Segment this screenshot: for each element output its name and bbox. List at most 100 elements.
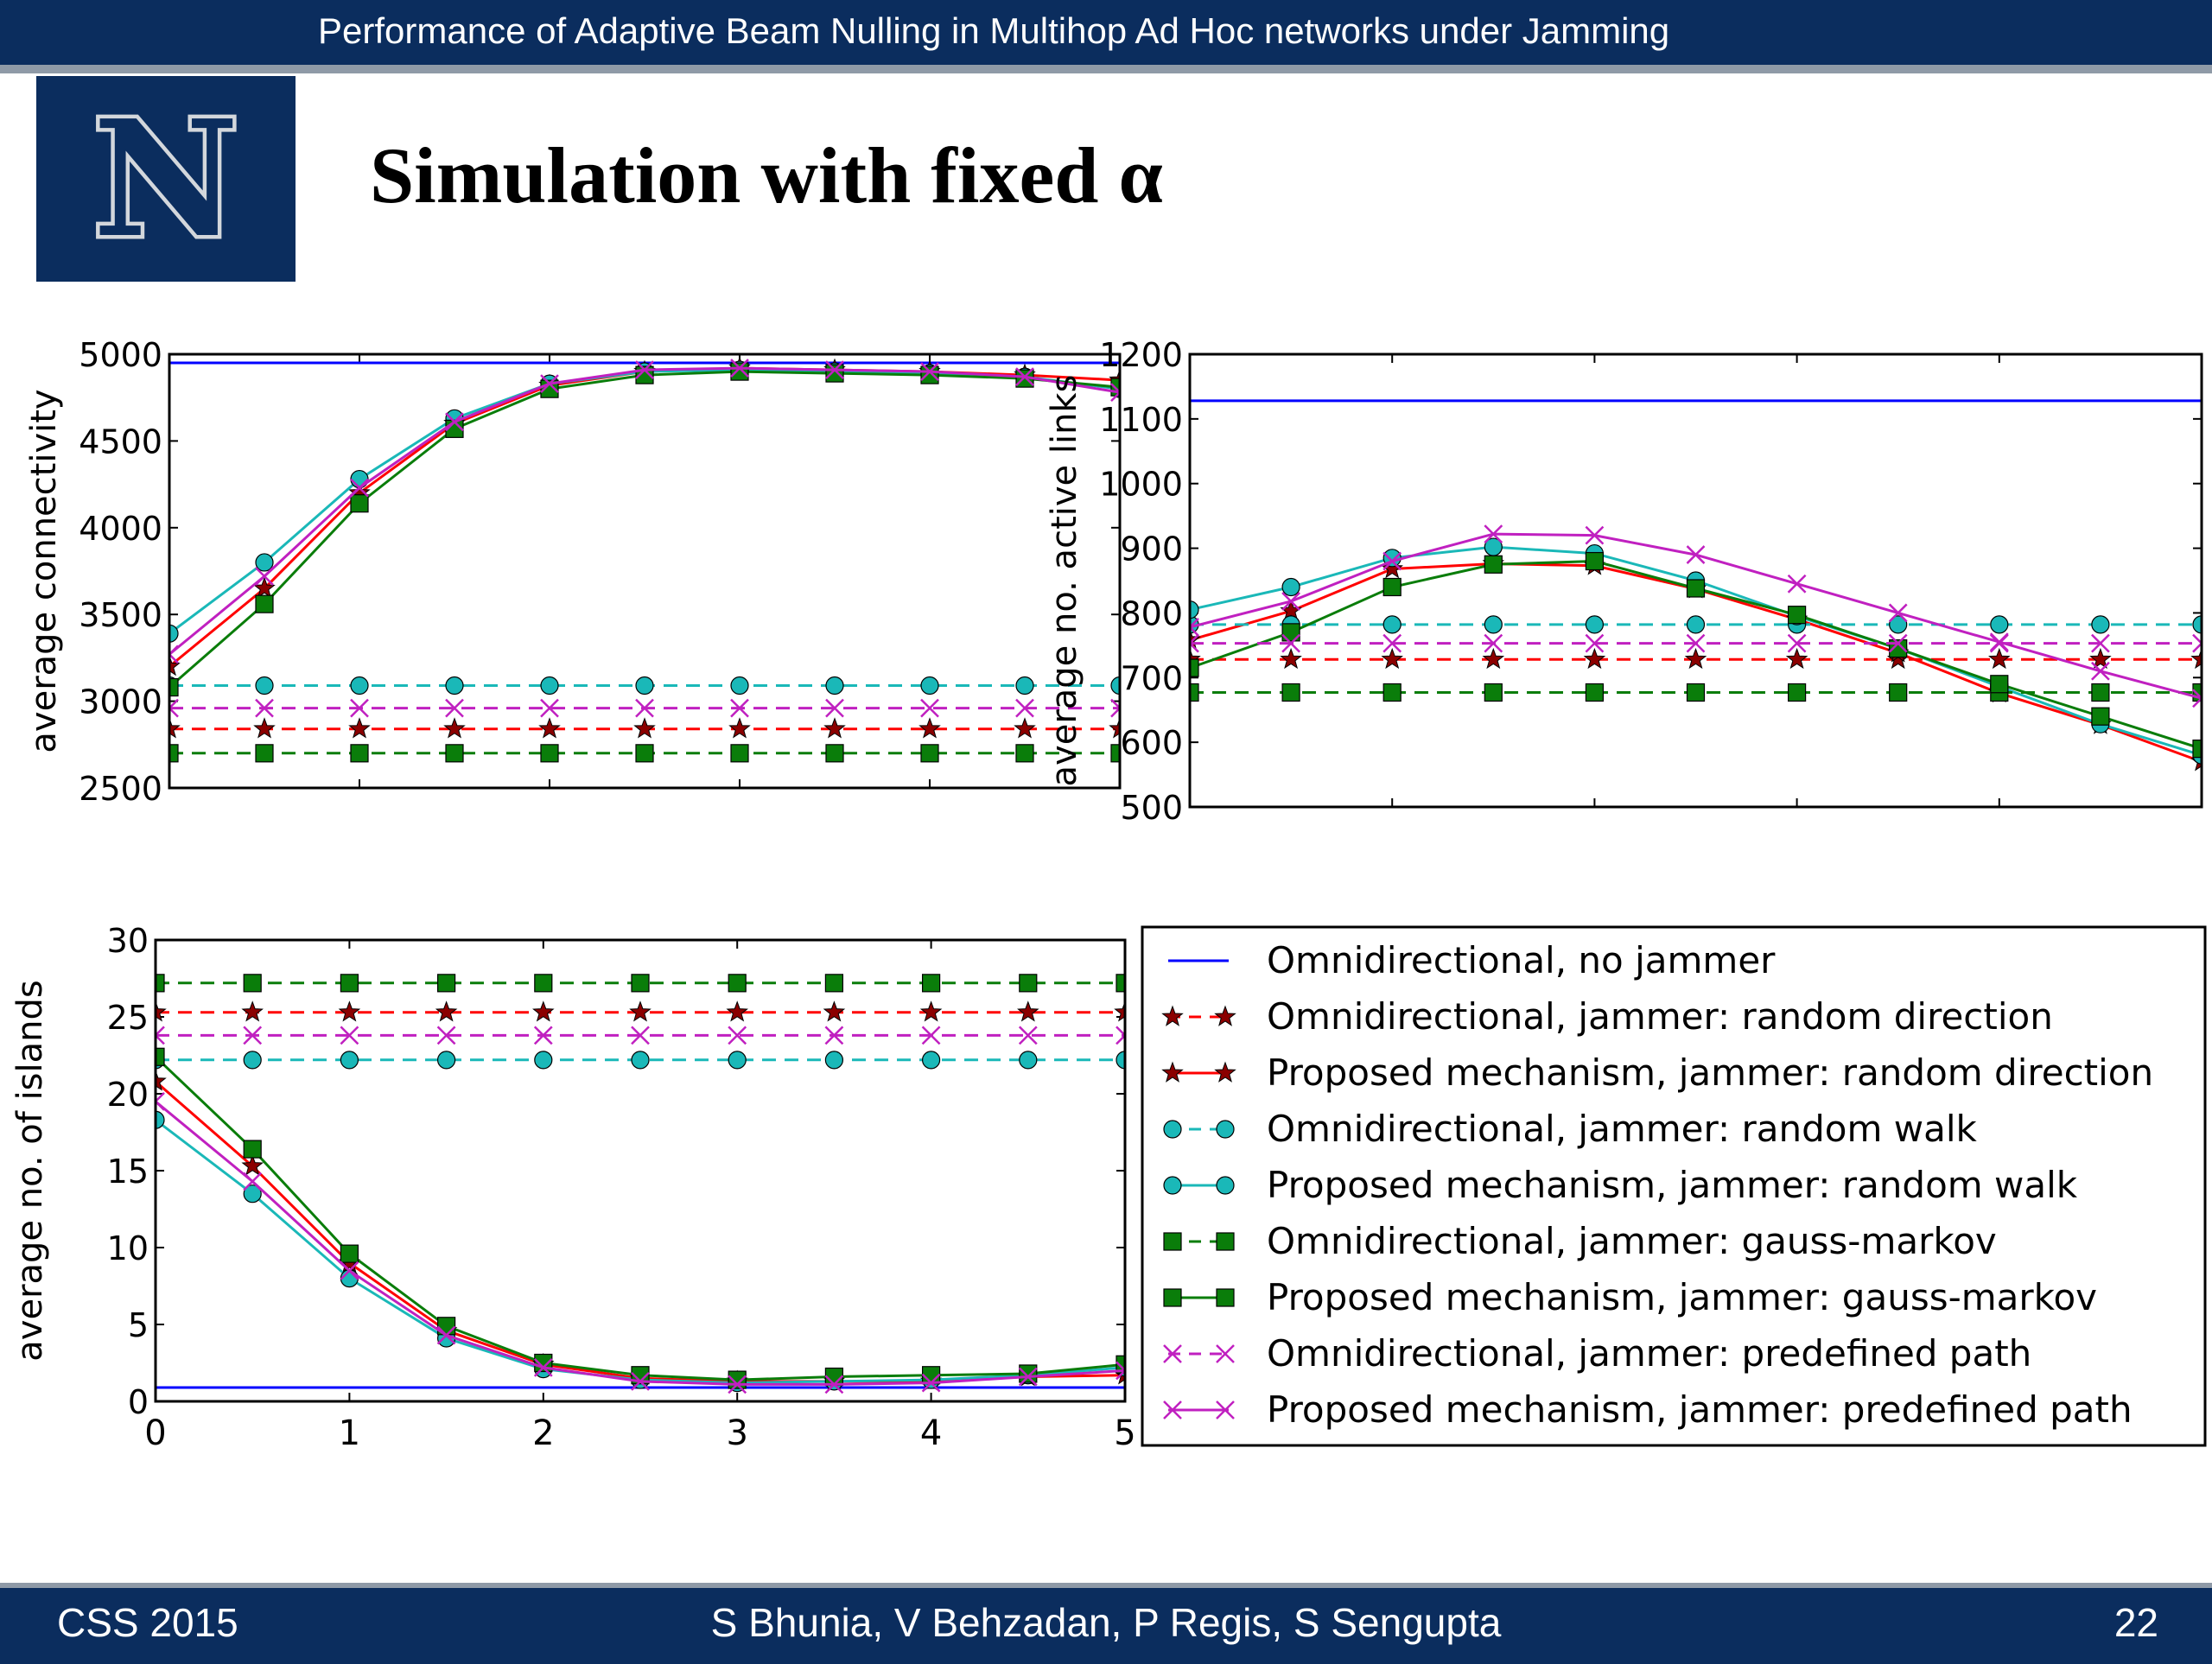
- plot-frame: [154, 938, 1127, 1403]
- data-point: [2091, 633, 2110, 653]
- x-tick-label: 2: [532, 1413, 554, 1453]
- data-point: [350, 676, 369, 695]
- data-point: [1484, 555, 1503, 574]
- data-point: [1382, 615, 1402, 634]
- data-point: [730, 676, 749, 695]
- data-point: [921, 1373, 941, 1393]
- data-point: [243, 1026, 263, 1045]
- y-tick-label: 15: [107, 1153, 149, 1191]
- data-point: [824, 1367, 844, 1387]
- data-point: [340, 1026, 359, 1045]
- data-point: [1989, 632, 2009, 651]
- x-tick-label: 5: [1114, 1413, 1135, 1453]
- data-point: [255, 744, 274, 763]
- data-point: [533, 1026, 553, 1045]
- data-point: [2091, 707, 2110, 726]
- x-tick-label: 0: [144, 1413, 166, 1453]
- data-point: [437, 974, 456, 993]
- data-point: [1110, 698, 1120, 718]
- data-point: [340, 974, 359, 993]
- footer-bar: [0, 1583, 2212, 1664]
- data-point: [253, 717, 276, 739]
- data-point: [1686, 683, 1706, 702]
- data-point: [728, 974, 747, 993]
- legend-marker: [1163, 1176, 1182, 1195]
- y-tick-label: 1000: [1099, 466, 1183, 504]
- data-point: [340, 1268, 359, 1288]
- data-point: [1686, 633, 1706, 653]
- data-point: [1110, 744, 1120, 763]
- data-point: [1109, 717, 1120, 739]
- data-point: [1888, 603, 1908, 623]
- legend-marker: [1216, 1232, 1235, 1251]
- data-point: [1889, 683, 1908, 702]
- data-point: [1484, 683, 1503, 702]
- data-point: [1888, 633, 1908, 653]
- data-point: [350, 494, 369, 513]
- legend-marker: [1214, 1005, 1236, 1026]
- y-tick-label: 3500: [79, 596, 162, 634]
- data-point: [156, 1092, 165, 1111]
- data-point: [436, 1325, 456, 1345]
- legend-marker: [1216, 1120, 1235, 1139]
- data-point: [728, 1051, 747, 1070]
- data-point: [825, 676, 844, 695]
- data-point: [156, 1026, 165, 1045]
- data-point: [1281, 633, 1300, 653]
- data-point: [921, 1051, 941, 1070]
- x-tick-label: 1: [339, 1413, 360, 1453]
- data-point: [1015, 367, 1034, 386]
- data-point: [823, 1000, 846, 1022]
- data-point: [1686, 579, 1706, 598]
- data-point: [156, 1047, 165, 1066]
- data-point: [1281, 577, 1300, 597]
- y-tick-label: 25: [107, 999, 149, 1037]
- data-point: [631, 974, 650, 993]
- data-point: [1281, 683, 1300, 702]
- y-tick-label: 10: [107, 1229, 149, 1267]
- data-point: [1382, 551, 1402, 571]
- data-point: [635, 698, 654, 718]
- data-point: [1585, 525, 1605, 545]
- plot-area: [169, 354, 1120, 788]
- y-axis-label: average connectivity: [24, 389, 64, 753]
- data-point: [445, 698, 464, 718]
- connectivity-chart: 2500 3000 3500 4000 4500 5000 average connecti…: [24, 336, 1122, 808]
- data-point: [1484, 615, 1503, 634]
- legend-marker: [1163, 1344, 1182, 1363]
- data-point: [1114, 1000, 1125, 1022]
- data-point: [920, 365, 939, 384]
- data-point: [633, 717, 656, 739]
- data-point: [2192, 633, 2202, 653]
- data-point: [918, 717, 941, 739]
- data-point: [534, 974, 553, 993]
- data-point: [1116, 1051, 1125, 1070]
- data-point: [445, 412, 464, 432]
- legend-label: Proposed mechanism, jammer: random direc…: [1267, 1051, 2153, 1094]
- active-links-chart: 500 600 700 800 900 1000 1100 1200 average no. a…: [1045, 336, 2203, 827]
- y-tick-label: 500: [1120, 789, 1183, 827]
- data-point: [169, 744, 179, 763]
- data-point: [635, 676, 654, 695]
- data-point: [538, 717, 561, 739]
- data-point: [1018, 1026, 1038, 1045]
- data-point: [1110, 383, 1120, 403]
- data-point: [156, 974, 165, 993]
- data-point: [1019, 974, 1038, 993]
- data-point: [540, 374, 559, 394]
- y-tick-label: 5000: [79, 336, 162, 374]
- legend-marker: [1216, 1288, 1235, 1307]
- footer-authors: S Bhunia, V Behzadan, P Regis, S Sengupt…: [710, 1600, 1502, 1645]
- data-point: [1190, 658, 1199, 677]
- data-point: [1585, 615, 1605, 634]
- data-point: [156, 1110, 165, 1129]
- data-point: [1015, 744, 1034, 763]
- data-point: [533, 1357, 553, 1377]
- data-point: [1281, 623, 1300, 642]
- chart-legend: Omnidirectional, no jammer Omnidirectiona…: [1141, 925, 2207, 1447]
- data-point: [255, 553, 274, 572]
- data-point: [1990, 675, 2009, 694]
- legend-marker: [1161, 1061, 1184, 1083]
- data-point: [1484, 524, 1503, 543]
- data-point: [350, 469, 369, 489]
